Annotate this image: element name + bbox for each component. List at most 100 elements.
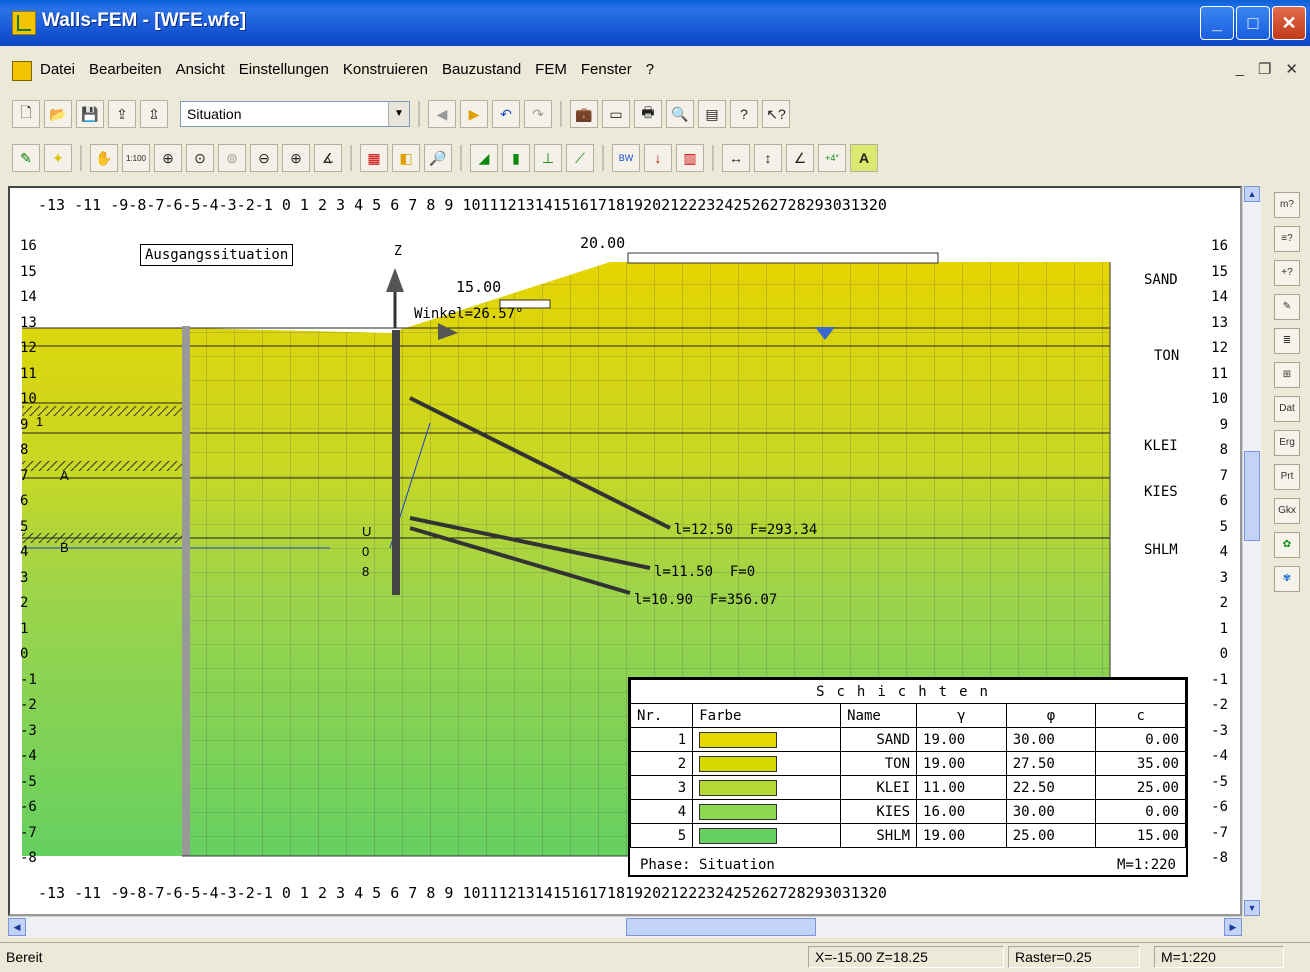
phase-label: Ausgangssituation bbox=[140, 244, 294, 266]
drawing-canvas[interactable]: -13 -11 -9-8-7-6-5-4-3-2-1 0 1 2 3 4 5 6… bbox=[8, 186, 1242, 916]
zoom-out-icon[interactable]: ⊖ bbox=[250, 144, 278, 172]
legend-nr: 5 bbox=[629, 823, 694, 848]
ruler-left-tick: 4 bbox=[20, 544, 29, 560]
slope-icon[interactable]: ⟋ bbox=[566, 144, 594, 172]
chevron-down-icon[interactable]: ▼ bbox=[388, 102, 409, 126]
properties-icon[interactable]: ≡? bbox=[1274, 226, 1300, 252]
measure-icon[interactable]: ∡ bbox=[314, 144, 342, 172]
menu-ansicht[interactable]: Ansicht bbox=[175, 61, 225, 78]
zoom-window-icon[interactable]: ⊕ bbox=[154, 144, 182, 172]
legend-row: 2 TON 19.00 27.50 35.00 bbox=[629, 751, 1186, 776]
color-swatch bbox=[699, 827, 778, 844]
help-icon[interactable]: ? bbox=[730, 100, 758, 128]
data-icon[interactable]: Dat bbox=[1274, 396, 1300, 422]
node-query-icon[interactable]: +? bbox=[1274, 260, 1300, 286]
previous-phase-icon[interactable]: ◀ bbox=[428, 100, 456, 128]
ruler-right-tick: -2 bbox=[1211, 697, 1228, 713]
title-bar: Walls-FEM - [WFE.wfe] _ □ ✕ bbox=[0, 0, 1310, 46]
pencil-icon[interactable]: ✎ bbox=[12, 144, 40, 172]
layers-icon[interactable]: ◧ bbox=[392, 144, 420, 172]
menu-fenster[interactable]: Fenster bbox=[580, 61, 632, 78]
scroll-up-icon[interactable]: ▲ bbox=[1244, 186, 1260, 202]
mesh-icon[interactable]: ⊞ bbox=[1274, 362, 1300, 388]
z-axis-label: Z bbox=[394, 244, 402, 259]
legend-phi: 27.50 bbox=[1005, 751, 1097, 776]
dimension-vertical-icon[interactable]: ↕ bbox=[754, 144, 782, 172]
scroll-right-icon[interactable]: ▶ bbox=[1224, 918, 1242, 936]
frog-icon[interactable]: ✿ bbox=[1274, 532, 1300, 558]
ruler-left-tick: 3 bbox=[20, 569, 29, 586]
mdi-close-button[interactable]: ✕ bbox=[1285, 61, 1298, 78]
mdi-minimize-button[interactable]: _ bbox=[1235, 60, 1244, 77]
briefcase-icon[interactable]: 💼 bbox=[570, 100, 598, 128]
open-file-icon[interactable]: 📂 bbox=[44, 100, 72, 128]
terrain-icon[interactable]: ◢ bbox=[470, 144, 498, 172]
scroll-down-icon[interactable]: ▼ bbox=[1244, 900, 1260, 916]
export-icon[interactable]: ⇫ bbox=[140, 100, 168, 128]
dimension-horizontal-icon[interactable]: ↔ bbox=[722, 144, 750, 172]
text-icon[interactable]: A bbox=[850, 144, 878, 172]
horizontal-scroll-thumb[interactable] bbox=[626, 918, 816, 936]
undo-icon[interactable]: ↶ bbox=[492, 100, 520, 128]
mdi-restore-button[interactable]: ❐ bbox=[1257, 61, 1272, 78]
load-15 bbox=[499, 299, 551, 309]
ruler-left-tick: 5 bbox=[20, 518, 29, 535]
list-icon[interactable]: ≣ bbox=[1274, 328, 1300, 354]
vertical-scrollbar[interactable]: ▲ ▼ bbox=[1242, 186, 1261, 916]
angle-dimension-icon[interactable]: ∠ bbox=[786, 144, 814, 172]
toolbar-separator bbox=[712, 145, 714, 171]
ruler-left-tick: -8 bbox=[20, 850, 37, 866]
legend-name: TON bbox=[840, 751, 918, 776]
grid-icon[interactable]: ▦ bbox=[360, 144, 388, 172]
next-phase-icon[interactable]: ▶ bbox=[460, 100, 488, 128]
protocol-icon[interactable]: Prt bbox=[1274, 464, 1300, 490]
toolbar-separator bbox=[602, 145, 604, 171]
phase-select[interactable]: Situation ▼ bbox=[180, 101, 410, 127]
vertical-scroll-thumb[interactable] bbox=[1244, 451, 1260, 541]
import-icon[interactable]: ⇪ bbox=[108, 100, 136, 128]
new-file-icon[interactable]: 🗋 bbox=[12, 100, 40, 128]
maximize-button[interactable]: □ bbox=[1236, 6, 1270, 40]
butterfly-icon[interactable]: ✾ bbox=[1274, 566, 1300, 592]
zoom-previous-icon[interactable]: ⊚ bbox=[218, 144, 246, 172]
calculator-icon[interactable]: ✎ bbox=[1274, 294, 1300, 320]
menu-einstellungen[interactable]: Einstellungen bbox=[238, 61, 329, 78]
ruler-left-tick: 16 bbox=[20, 238, 37, 254]
gkx-icon[interactable]: Gkx bbox=[1274, 498, 1300, 524]
horizontal-scrollbar[interactable]: ◀ ▶ bbox=[8, 916, 1242, 937]
ruler-right-tick: 8 bbox=[1219, 442, 1228, 458]
menu-fem[interactable]: FEM bbox=[535, 61, 567, 78]
context-help-icon[interactable]: ↖? bbox=[762, 100, 790, 128]
scale-100-icon[interactable]: 1:100 bbox=[122, 144, 150, 172]
anchor-icon[interactable]: ⊥ bbox=[534, 144, 562, 172]
load-icon[interactable]: ↓ bbox=[644, 144, 672, 172]
distributed-load-icon[interactable]: ▥ bbox=[676, 144, 704, 172]
magnifier-icon[interactable]: 🔎 bbox=[424, 144, 452, 172]
close-button[interactable]: ✕ bbox=[1272, 6, 1306, 40]
report-icon[interactable]: ▤ bbox=[698, 100, 726, 128]
redo-icon[interactable]: ↷ bbox=[524, 100, 552, 128]
menu-help[interactable]: ? bbox=[645, 61, 655, 78]
save-icon[interactable]: 💾 bbox=[76, 100, 104, 128]
zoom-all-icon[interactable]: ⊙ bbox=[186, 144, 214, 172]
minimize-button[interactable]: _ bbox=[1200, 6, 1234, 40]
wall-icon[interactable]: ▮ bbox=[502, 144, 530, 172]
angle-4-icon[interactable]: +4° bbox=[818, 144, 846, 172]
info-icon[interactable]: m? bbox=[1274, 192, 1300, 218]
results-icon[interactable]: Erg bbox=[1274, 430, 1300, 456]
menu-bearbeiten[interactable]: Bearbeiten bbox=[89, 61, 162, 78]
wand-icon[interactable]: ✦ bbox=[44, 144, 72, 172]
menu-datei[interactable]: Datei bbox=[40, 61, 76, 78]
menu-bauzustand[interactable]: Bauzustand bbox=[441, 61, 522, 78]
window-icon[interactable]: ▭ bbox=[602, 100, 630, 128]
print-icon[interactable]: 🖶 bbox=[634, 100, 662, 128]
ruler-left-tick: 12 bbox=[20, 340, 37, 356]
print-preview-icon[interactable]: 🔍 bbox=[666, 100, 694, 128]
ruler-right-tick: 6 bbox=[1219, 493, 1228, 509]
zoom-in-icon[interactable]: ⊕ bbox=[282, 144, 310, 172]
scroll-left-icon[interactable]: ◀ bbox=[8, 918, 26, 936]
pan-hand-icon[interactable]: ✋ bbox=[90, 144, 118, 172]
menu-konstruieren[interactable]: Konstruieren bbox=[342, 61, 428, 78]
menu-list: Datei Bearbeiten Ansicht Einstellungen K… bbox=[40, 61, 654, 78]
water-level-icon[interactable]: BW bbox=[612, 144, 640, 172]
